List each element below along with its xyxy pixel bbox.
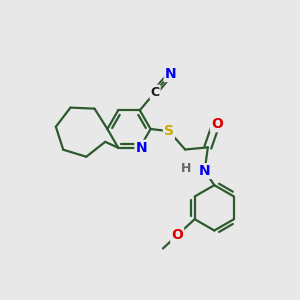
Text: O: O <box>171 228 183 242</box>
Text: N: N <box>165 67 176 81</box>
Text: H: H <box>181 163 191 176</box>
Text: N: N <box>136 141 147 155</box>
Text: N: N <box>199 164 210 178</box>
Text: S: S <box>164 124 174 138</box>
Text: C: C <box>151 85 160 99</box>
Text: O: O <box>211 117 223 131</box>
